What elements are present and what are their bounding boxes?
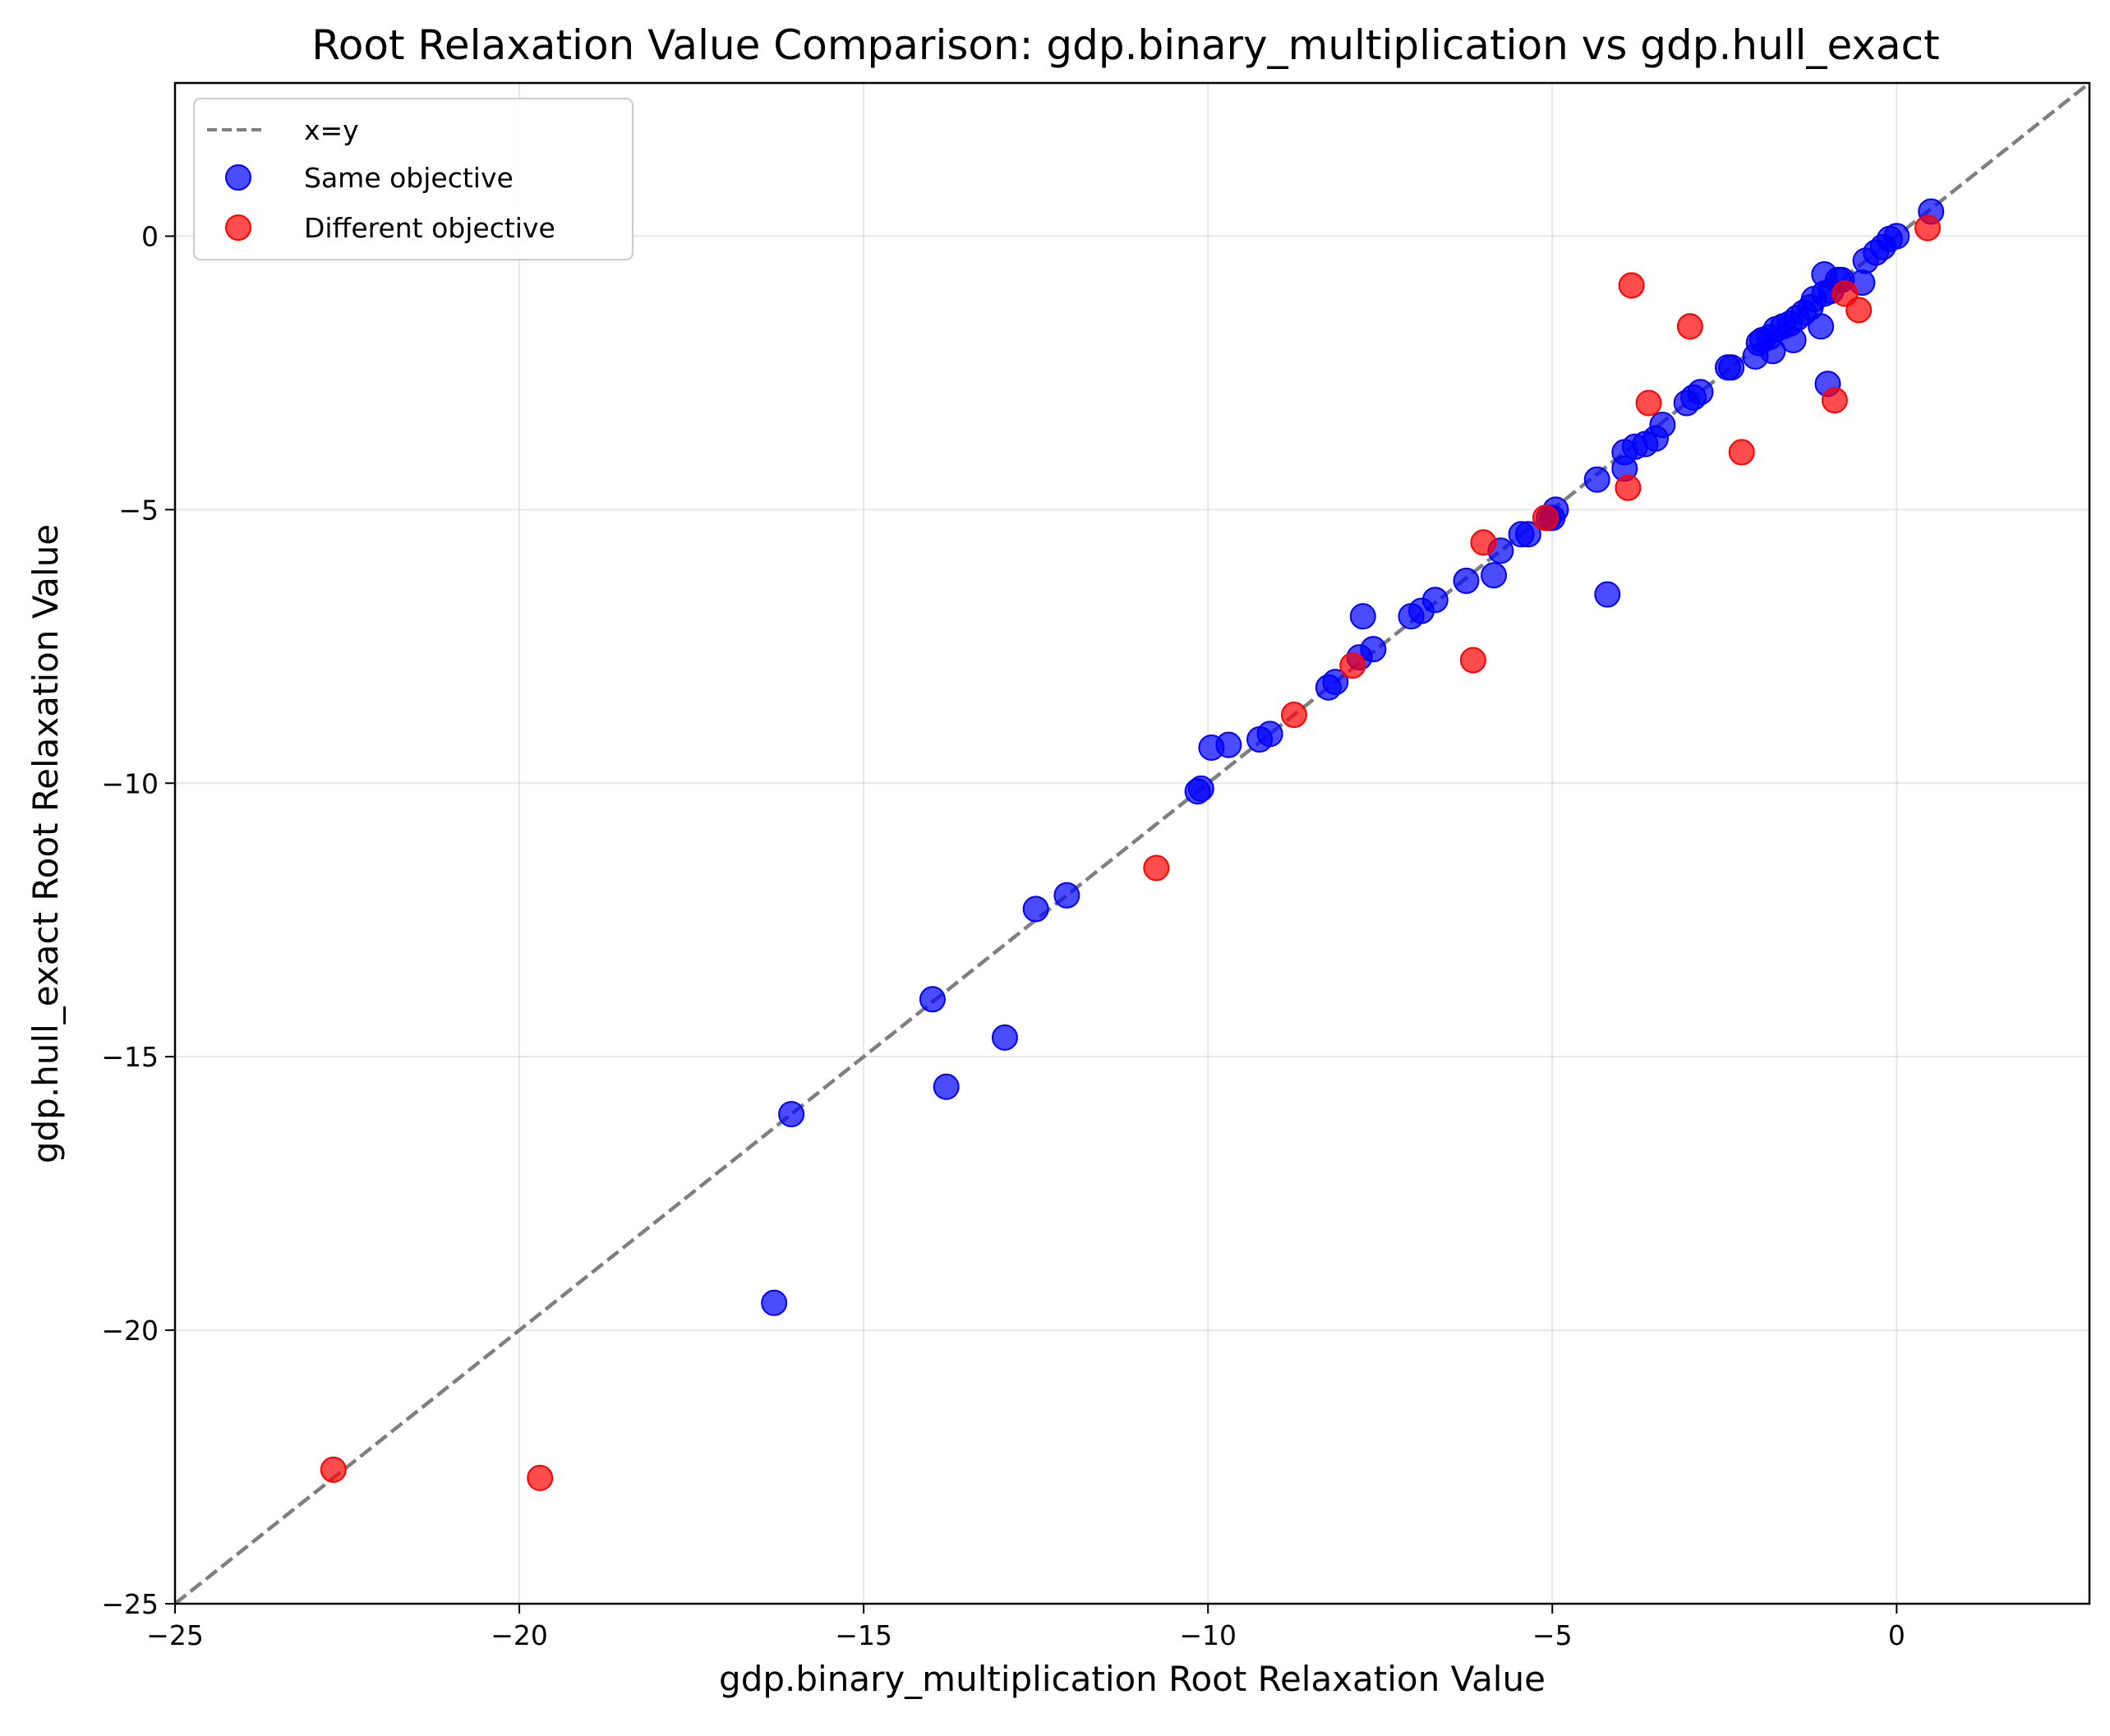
y-tick-label: −10 — [101, 767, 159, 799]
point-different-objective — [320, 1456, 347, 1483]
legend-marker-same-objective — [225, 164, 251, 191]
x-axis-ticks: −25 −20 −15 −10 −5 0 — [146, 1604, 1905, 1651]
point-different-objective — [1821, 387, 1848, 414]
y-tick-label: −5 — [118, 494, 159, 526]
x-tick-label: −25 — [146, 1619, 204, 1651]
point-different-objective — [1280, 702, 1307, 729]
point-same-objective — [991, 1024, 1018, 1051]
point-same-objective — [1808, 313, 1835, 340]
point-same-objective — [919, 986, 946, 1013]
point-same-objective — [761, 1289, 788, 1316]
point-same-objective — [1649, 412, 1676, 439]
point-same-objective — [1583, 466, 1610, 493]
point-different-objective — [1728, 439, 1755, 466]
plot-frame — [173, 81, 2091, 1605]
y-axis-label: gdp.hull_exact Root Relaxation Value — [25, 524, 66, 1163]
point-different-objective — [1532, 504, 1559, 532]
point-same-objective — [1256, 721, 1283, 748]
legend-label-reference-line: x=y — [304, 114, 359, 146]
chart-title: Root Relaxation Value Comparison: gdp.bi… — [311, 21, 1940, 69]
point-different-objective — [1470, 529, 1497, 556]
point-different-objective — [1459, 647, 1486, 674]
y-tick-label: −15 — [101, 1041, 159, 1073]
y-axis-ticks: −25 −20 −15 −10 −5 0 — [101, 220, 175, 1620]
point-same-objective — [1687, 379, 1714, 406]
point-different-objective — [1845, 297, 1873, 324]
point-same-objective — [1215, 731, 1242, 758]
y-tick-label: −20 — [101, 1315, 159, 1347]
data-points — [320, 198, 1945, 1491]
point-same-objective — [1360, 636, 1387, 663]
x-tick-label: −10 — [1179, 1619, 1237, 1651]
legend-label-same-objective: Same objective — [304, 162, 514, 194]
point-same-objective — [1053, 882, 1080, 909]
point-different-objective — [1635, 389, 1662, 417]
legend-label-different-objective: Different objective — [304, 212, 555, 244]
point-same-objective — [1187, 775, 1214, 802]
point-different-objective — [1143, 854, 1170, 882]
point-same-objective — [1594, 581, 1621, 608]
x-tick-label: 0 — [1888, 1619, 1905, 1651]
x-tick-label: −20 — [491, 1619, 548, 1651]
grid-lines — [174, 83, 2089, 1605]
point-same-objective — [1514, 521, 1541, 548]
point-same-objective — [1718, 354, 1745, 381]
point-same-objective — [778, 1101, 805, 1128]
point-same-objective — [1481, 562, 1508, 589]
legend-box — [193, 98, 633, 260]
point-same-objective — [1421, 587, 1449, 614]
point-different-objective — [1676, 313, 1703, 340]
x-axis-label: gdp.binary_multiplication Root Relaxatio… — [719, 1659, 1546, 1699]
point-same-objective — [1349, 603, 1376, 630]
y-tick-label: −25 — [101, 1588, 159, 1620]
point-different-objective — [527, 1464, 554, 1491]
point-same-objective — [1453, 567, 1480, 594]
point-same-objective — [1780, 326, 1807, 353]
legend: x=y Same objective Different objective — [193, 98, 633, 260]
point-same-objective — [1022, 896, 1049, 923]
x-tick-label: −5 — [1532, 1619, 1573, 1651]
point-different-objective — [1615, 474, 1642, 501]
legend-marker-different-objective — [225, 214, 251, 241]
y-tick-label: 0 — [141, 220, 159, 252]
point-different-objective — [1914, 214, 1942, 242]
point-same-objective — [1883, 223, 1910, 250]
point-different-objective — [1339, 652, 1366, 679]
x-tick-label: −15 — [835, 1619, 892, 1651]
point-same-objective — [933, 1073, 960, 1100]
point-same-objective — [1322, 669, 1349, 696]
point-different-objective — [1618, 272, 1645, 299]
